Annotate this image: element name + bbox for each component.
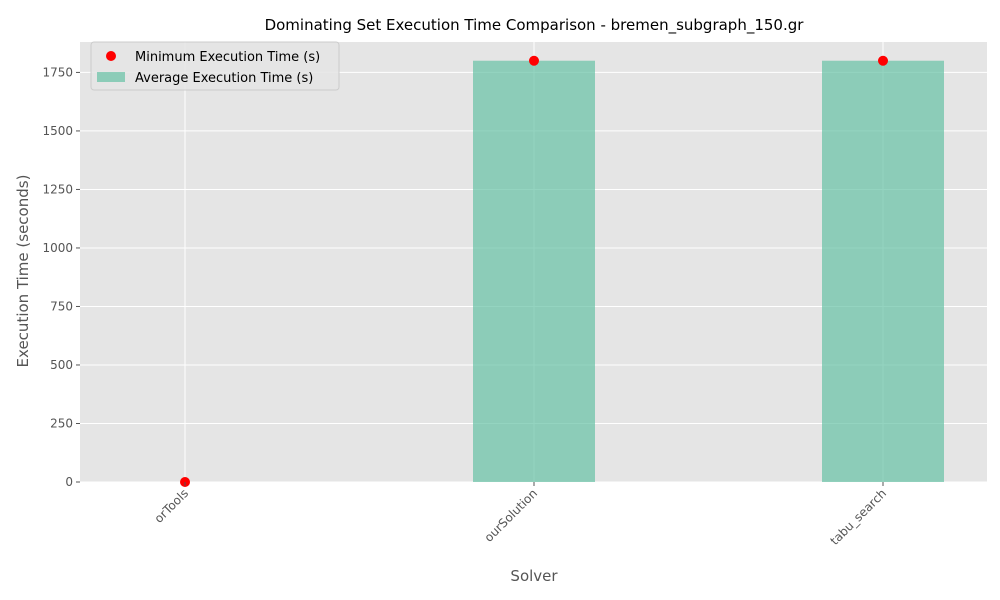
bar-tabu_search: [822, 60, 944, 483]
chart-title: Dominating Set Execution Time Comparison…: [265, 16, 805, 35]
x-axis-ticks: orTools ourSolution tabu_search: [152, 482, 889, 548]
y-tick-label: 1750: [42, 65, 73, 79]
point-tabu_search: [878, 55, 888, 66]
y-tick-label: 250: [50, 416, 73, 430]
y-tick-label: 1250: [42, 182, 73, 196]
legend: Minimum Execution Time (s) Average Execu…: [90, 41, 340, 91]
point-ourSolution: [529, 55, 539, 66]
x-tick-label-orTools: orTools: [152, 486, 191, 525]
y-axis-title: Execution Time (seconds): [14, 175, 32, 368]
legend-frame: [90, 41, 340, 91]
y-tick-label: 750: [50, 299, 73, 313]
legend-label-average: Average Execution Time (s): [135, 71, 313, 86]
x-tick-label-tabu_search: tabu_search: [827, 486, 889, 548]
y-tick-label: 1500: [42, 124, 73, 138]
legend-label-minimum: Minimum Execution Time (s): [135, 50, 320, 65]
y-tick-label: 500: [50, 358, 73, 372]
x-tick-label-ourSolution: ourSolution: [482, 486, 541, 545]
bar-series: [473, 60, 944, 483]
x-axis-title: Solver: [510, 567, 558, 585]
y-tick-label: 1000: [42, 241, 73, 255]
y-tick-label: 0: [65, 475, 73, 489]
y-axis-ticks: 0 250 500 750 1000 1250 1500 1750: [42, 65, 80, 489]
bar-ourSolution: [473, 60, 595, 483]
legend-marker-average: [97, 72, 125, 82]
legend-marker-minimum: [106, 51, 116, 61]
